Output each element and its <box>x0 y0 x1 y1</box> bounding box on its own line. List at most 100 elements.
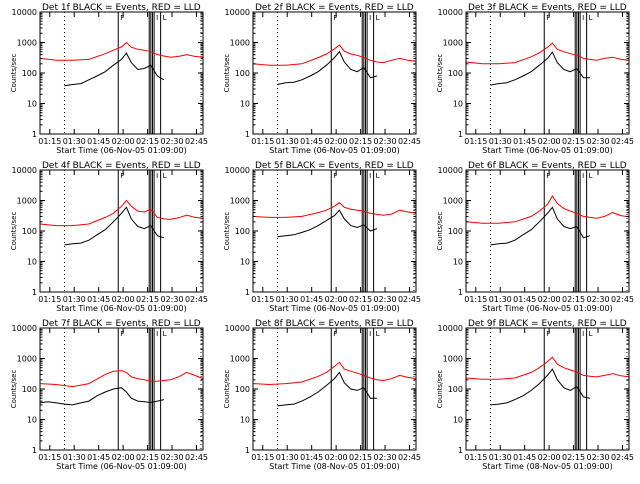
marker-f: F <box>546 172 550 180</box>
lld-series-line <box>39 370 204 388</box>
y-tick-label: 1 <box>32 288 37 297</box>
marker-l: L <box>376 172 380 180</box>
x-tick-label: 01:30 <box>489 137 512 146</box>
lld-series-line <box>252 44 417 66</box>
y-tick-label: 1000 <box>443 355 463 364</box>
x-axis-label: Start Time (06-Nov-05 01:09:00) <box>482 146 612 155</box>
x-tick-label: 02:15 <box>136 453 159 462</box>
y-axis-label: Counts/sec <box>436 212 444 251</box>
y-axis-label: Counts/sec <box>436 370 444 409</box>
marker-l: L <box>163 172 167 180</box>
panel-6: 1 10 100 1000 10000 01:15 01:30 01:45 02:00 02:15… <box>436 161 634 313</box>
y-tick-label: 10 <box>240 416 250 425</box>
marker-i: I <box>369 14 371 22</box>
events-series-line <box>490 206 591 246</box>
panel-title: Det 2f BLACK = Events, RED = LLD <box>255 3 414 13</box>
y-axis-label: Counts/sec <box>10 370 18 409</box>
x-tick-label: 01:30 <box>489 453 512 462</box>
x-tick-label: 01:45 <box>513 295 536 304</box>
x-tick-label: 01:15 <box>464 453 487 462</box>
x-tick-label: 01:15 <box>251 295 274 304</box>
x-tick-label: 02:15 <box>349 137 372 146</box>
panel-5: 1 10 100 1000 10000 01:15 01:30 01:45 02:00 02:15… <box>223 161 421 313</box>
marker-i: I <box>582 330 584 338</box>
marker-l: L <box>589 330 593 338</box>
marker-f: F <box>333 14 337 22</box>
x-tick-label: 01:45 <box>513 137 536 146</box>
y-axis-label: Counts/sec <box>223 212 231 251</box>
events-series-line <box>64 206 165 246</box>
x-tick-label: 02:45 <box>185 453 208 462</box>
x-tick-label: 02:45 <box>398 295 421 304</box>
x-tick-label: 02:30 <box>160 137 183 146</box>
lld-series-line <box>39 41 204 61</box>
x-tick-label: 01:45 <box>300 453 323 462</box>
x-tick-label: 01:30 <box>63 453 86 462</box>
x-tick-label: 01:45 <box>300 295 323 304</box>
marker-i: I <box>369 172 371 180</box>
panel-title: Det 3f BLACK = Events, RED = LLD <box>468 3 627 13</box>
x-tick-label: 02:30 <box>160 295 183 304</box>
marker-l: L <box>589 172 593 180</box>
y-tick-label: 10 <box>453 258 463 267</box>
panel-9: 1 10 100 1000 10000 01:15 01:30 01:45 02:00 02:15… <box>436 319 634 471</box>
x-axis-label: Start Time (06-Nov-05 01:09:00) <box>56 462 186 471</box>
y-tick-label: 100 <box>448 69 463 78</box>
x-tick-label: 02:15 <box>349 453 372 462</box>
panel-title: Det 1f BLACK = Events, RED = LLD <box>42 3 201 13</box>
marker-i: I <box>582 172 584 180</box>
x-tick-label: 02:45 <box>398 453 421 462</box>
x-tick-label: 01:15 <box>38 137 61 146</box>
y-tick-label: 100 <box>235 385 250 394</box>
y-tick-label: 1000 <box>230 197 250 206</box>
marker-i: I <box>156 14 158 22</box>
x-tick-label: 02:00 <box>325 295 348 304</box>
y-tick-label: 10000 <box>12 166 37 175</box>
lld-series-line <box>39 199 204 227</box>
x-tick-label: 02:30 <box>373 137 396 146</box>
marker-i: I <box>582 14 584 22</box>
panel-7: 1 10 100 1000 10000 01:15 01:30 01:45 02:00 02:15… <box>10 319 208 471</box>
y-tick-label: 10000 <box>438 8 463 17</box>
y-axis-label: Counts/sec <box>436 54 444 93</box>
y-tick-label: 10 <box>27 100 37 109</box>
x-tick-label: 01:45 <box>513 453 536 462</box>
marker-l: L <box>376 14 380 22</box>
x-tick-label: 02:00 <box>112 137 135 146</box>
y-axis-label: Counts/sec <box>223 370 231 409</box>
lld-series-line <box>465 42 630 65</box>
x-tick-label: 02:30 <box>586 453 609 462</box>
marker-f: F <box>546 330 550 338</box>
x-tick-label: 01:15 <box>251 453 274 462</box>
panel-title: Det 6f BLACK = Events, RED = LLD <box>468 161 627 171</box>
marker-f: F <box>546 14 550 22</box>
x-tick-label: 01:45 <box>87 295 110 304</box>
y-tick-label: 1000 <box>230 355 250 364</box>
x-tick-label: 02:30 <box>373 453 396 462</box>
events-series-line <box>39 387 165 406</box>
events-series-line <box>277 209 378 238</box>
y-tick-label: 10 <box>453 416 463 425</box>
marker-l: L <box>589 14 593 22</box>
x-tick-label: 01:30 <box>489 295 512 304</box>
x-axis-label: Start Time (06-Nov-05 01:09:00) <box>56 304 186 313</box>
marker-f: F <box>120 172 124 180</box>
marker-l: L <box>376 330 380 338</box>
x-tick-label: 02:15 <box>136 137 159 146</box>
x-tick-label: 02:00 <box>112 295 135 304</box>
events-series-line <box>64 52 165 87</box>
y-tick-label: 1000 <box>443 39 463 48</box>
lld-series-line <box>465 195 630 224</box>
x-axis-label: Start Time (06-Nov-05 01:09:00) <box>482 304 612 313</box>
y-tick-label: 100 <box>448 385 463 394</box>
y-tick-label: 1 <box>245 446 250 455</box>
x-axis-label: Start Time (06-Nov-05 01:09:00) <box>269 146 399 155</box>
panel-title: Det 4f BLACK = Events, RED = LLD <box>42 161 201 171</box>
x-axis-label: Start Time (08-Nov-05 01:09:00) <box>269 462 399 471</box>
lld-series-line <box>252 361 417 386</box>
y-tick-label: 10000 <box>438 324 463 333</box>
y-tick-label: 10000 <box>438 166 463 175</box>
panel-1: 1 10 100 1000 10000 01:15 01:30 01:45 02:00 02:15… <box>10 3 208 155</box>
y-axis-label: Counts/sec <box>10 54 18 93</box>
